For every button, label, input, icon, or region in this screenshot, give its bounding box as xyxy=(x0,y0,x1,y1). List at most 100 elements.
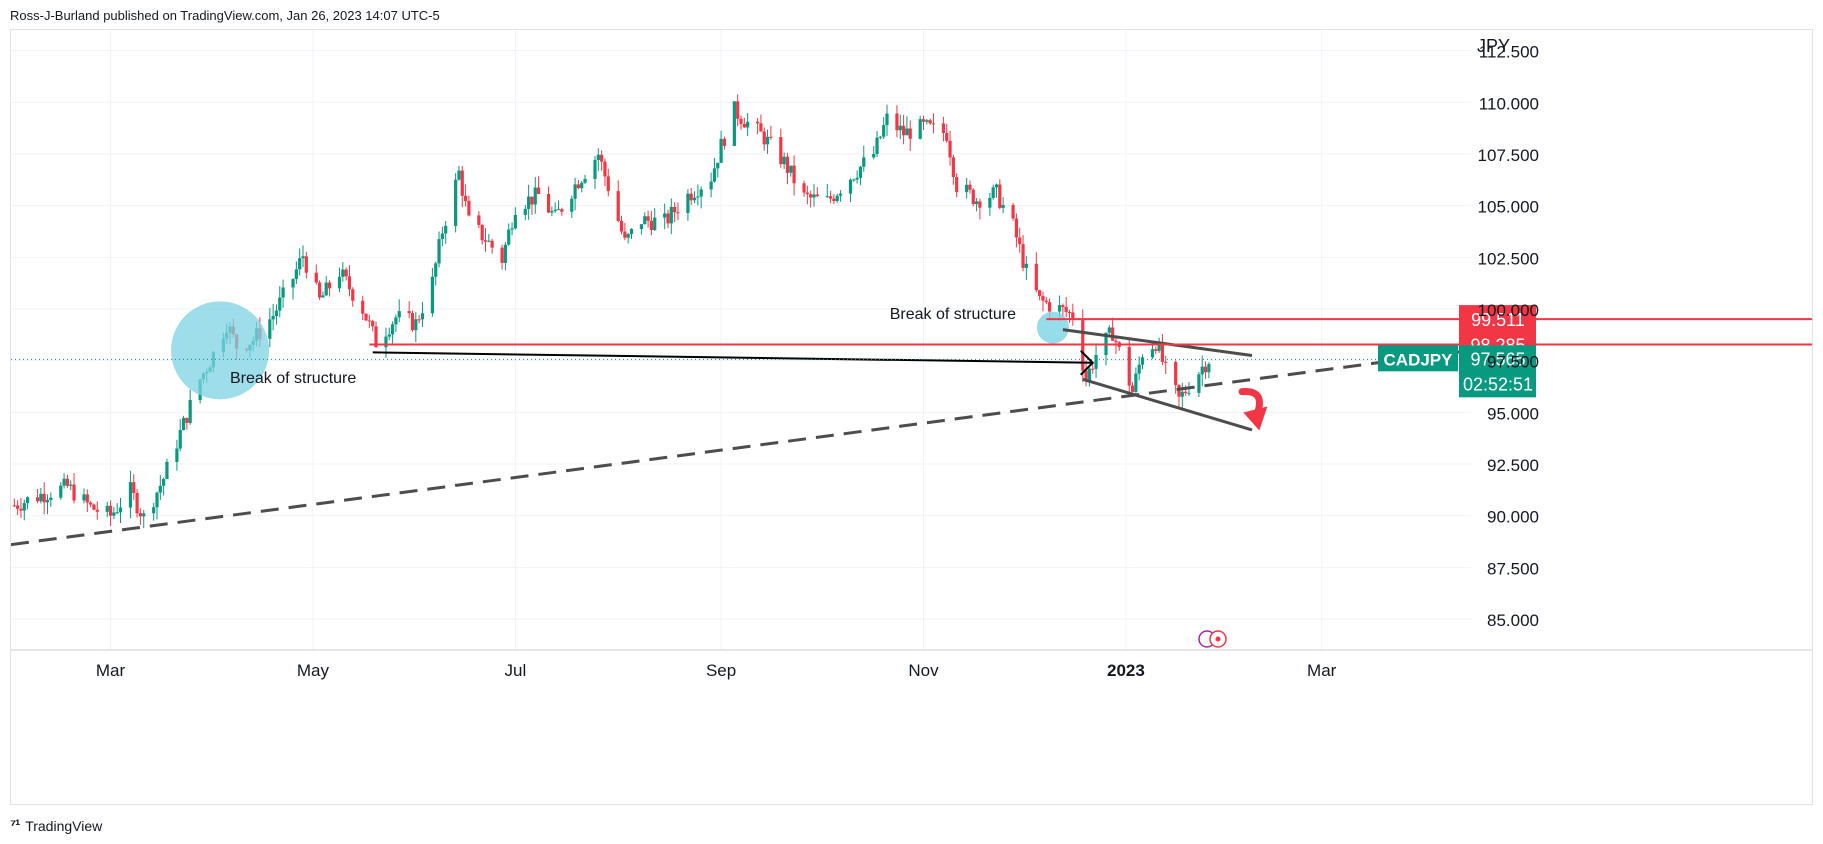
candle-body xyxy=(59,485,63,498)
candle-body xyxy=(364,313,368,321)
candle-body xyxy=(291,279,295,288)
candle-body xyxy=(527,196,531,209)
candle-body xyxy=(955,177,959,193)
candle-body xyxy=(921,119,926,122)
candle-body xyxy=(560,209,564,212)
candle-body xyxy=(181,417,186,431)
candle-body xyxy=(576,184,581,189)
price-tick-label: 112.500 xyxy=(1479,43,1539,62)
price-tick-label: 92.500 xyxy=(1487,456,1539,475)
candle-body xyxy=(619,220,624,232)
candle-body xyxy=(1137,364,1141,374)
candle-body xyxy=(417,319,421,321)
candle-body xyxy=(301,256,305,259)
price-chart[interactable]: Break of structure Break of structure 99.… xyxy=(11,30,1812,804)
candle-body xyxy=(351,289,355,301)
channel-lower-line xyxy=(1082,377,1253,432)
candle-body xyxy=(1174,361,1178,385)
candle-body xyxy=(344,269,348,277)
candle-body xyxy=(629,228,634,235)
candle-body xyxy=(314,272,318,283)
candle-body xyxy=(762,131,766,145)
candle-body xyxy=(45,499,50,503)
candle-body xyxy=(825,196,829,198)
candle-body xyxy=(132,482,136,493)
candle-body xyxy=(175,448,179,463)
candle-body xyxy=(606,176,610,192)
candle-body xyxy=(454,179,458,226)
candle-body xyxy=(1107,327,1111,333)
candle-body xyxy=(646,216,650,221)
candle-body xyxy=(1084,370,1088,382)
candle-body xyxy=(188,399,192,423)
candle-body xyxy=(82,494,86,501)
candle-body xyxy=(1127,346,1131,386)
candle-body xyxy=(789,165,793,173)
candle-body xyxy=(321,295,325,298)
candle-body xyxy=(673,206,677,213)
candle-body xyxy=(556,209,561,211)
candle-body xyxy=(62,478,66,486)
candle-body xyxy=(178,430,182,449)
candle-body xyxy=(1064,306,1068,313)
candle-body xyxy=(901,125,906,136)
candle-body xyxy=(467,200,471,216)
candle-body xyxy=(162,479,166,486)
candle-body xyxy=(1187,392,1191,394)
candle-body xyxy=(649,220,654,231)
candle-body xyxy=(361,300,365,314)
candle-body xyxy=(832,198,836,201)
time-label: 2023 xyxy=(1107,661,1145,680)
candle-body xyxy=(550,211,554,213)
candle-body xyxy=(513,214,517,229)
candle-body xyxy=(639,224,644,229)
candle-body xyxy=(304,256,308,273)
candle-body xyxy=(852,179,856,181)
candle-body xyxy=(1114,340,1118,343)
candle-body xyxy=(503,244,508,263)
candle-body xyxy=(138,513,143,517)
price-tick-label: 102.500 xyxy=(1478,249,1539,268)
candle-body xyxy=(397,311,401,318)
candle-body xyxy=(69,484,73,486)
trend-support-dashed xyxy=(11,348,1472,547)
candle-body xyxy=(570,198,574,212)
candle-body xyxy=(414,319,418,331)
candle-body xyxy=(72,484,76,501)
candle-body xyxy=(686,193,690,213)
candle-body xyxy=(477,215,481,225)
last-price-box xyxy=(1459,345,1536,398)
chart-frame[interactable]: Break of structure Break of structure 99.… xyxy=(10,29,1813,805)
candle-body xyxy=(1130,385,1135,392)
candle-body xyxy=(394,317,398,325)
candle-body xyxy=(533,187,537,205)
candle-body xyxy=(1034,263,1038,291)
publication-header: Ross-J-Burland published on TradingView.… xyxy=(10,8,440,23)
candle-body xyxy=(719,138,723,163)
bos-circle-right xyxy=(1036,311,1069,344)
long-arrow-head-icon xyxy=(1080,350,1095,376)
candle-body xyxy=(1024,263,1028,268)
candle-body xyxy=(89,502,93,505)
candle-body xyxy=(746,121,750,128)
currency-label: JPY xyxy=(1477,36,1510,56)
candle-body xyxy=(948,140,952,158)
price-axis[interactable]: 112.500 110.000 107.500 105.000 102.500 100.0… xyxy=(1477,36,1539,630)
price-tick-label: 85.000 xyxy=(1487,611,1539,630)
candle-body xyxy=(600,154,604,162)
candle-body xyxy=(945,132,949,141)
candle-body xyxy=(1021,244,1025,268)
candle-body xyxy=(1197,374,1201,393)
candle-body xyxy=(108,505,113,516)
candle-body xyxy=(593,160,597,179)
candle-body xyxy=(603,161,607,177)
candle-body xyxy=(387,334,391,337)
time-axis[interactable]: Mar May Jul Sep Nov 2023 Mar xyxy=(11,649,1812,680)
candle-body xyxy=(500,247,504,263)
candle-series[interactable] xyxy=(12,94,1211,529)
candle-body xyxy=(1157,343,1161,351)
candle-body xyxy=(12,505,16,507)
candle-body xyxy=(669,206,673,224)
event-dot-icon xyxy=(1215,636,1221,642)
candle-body xyxy=(689,193,693,201)
